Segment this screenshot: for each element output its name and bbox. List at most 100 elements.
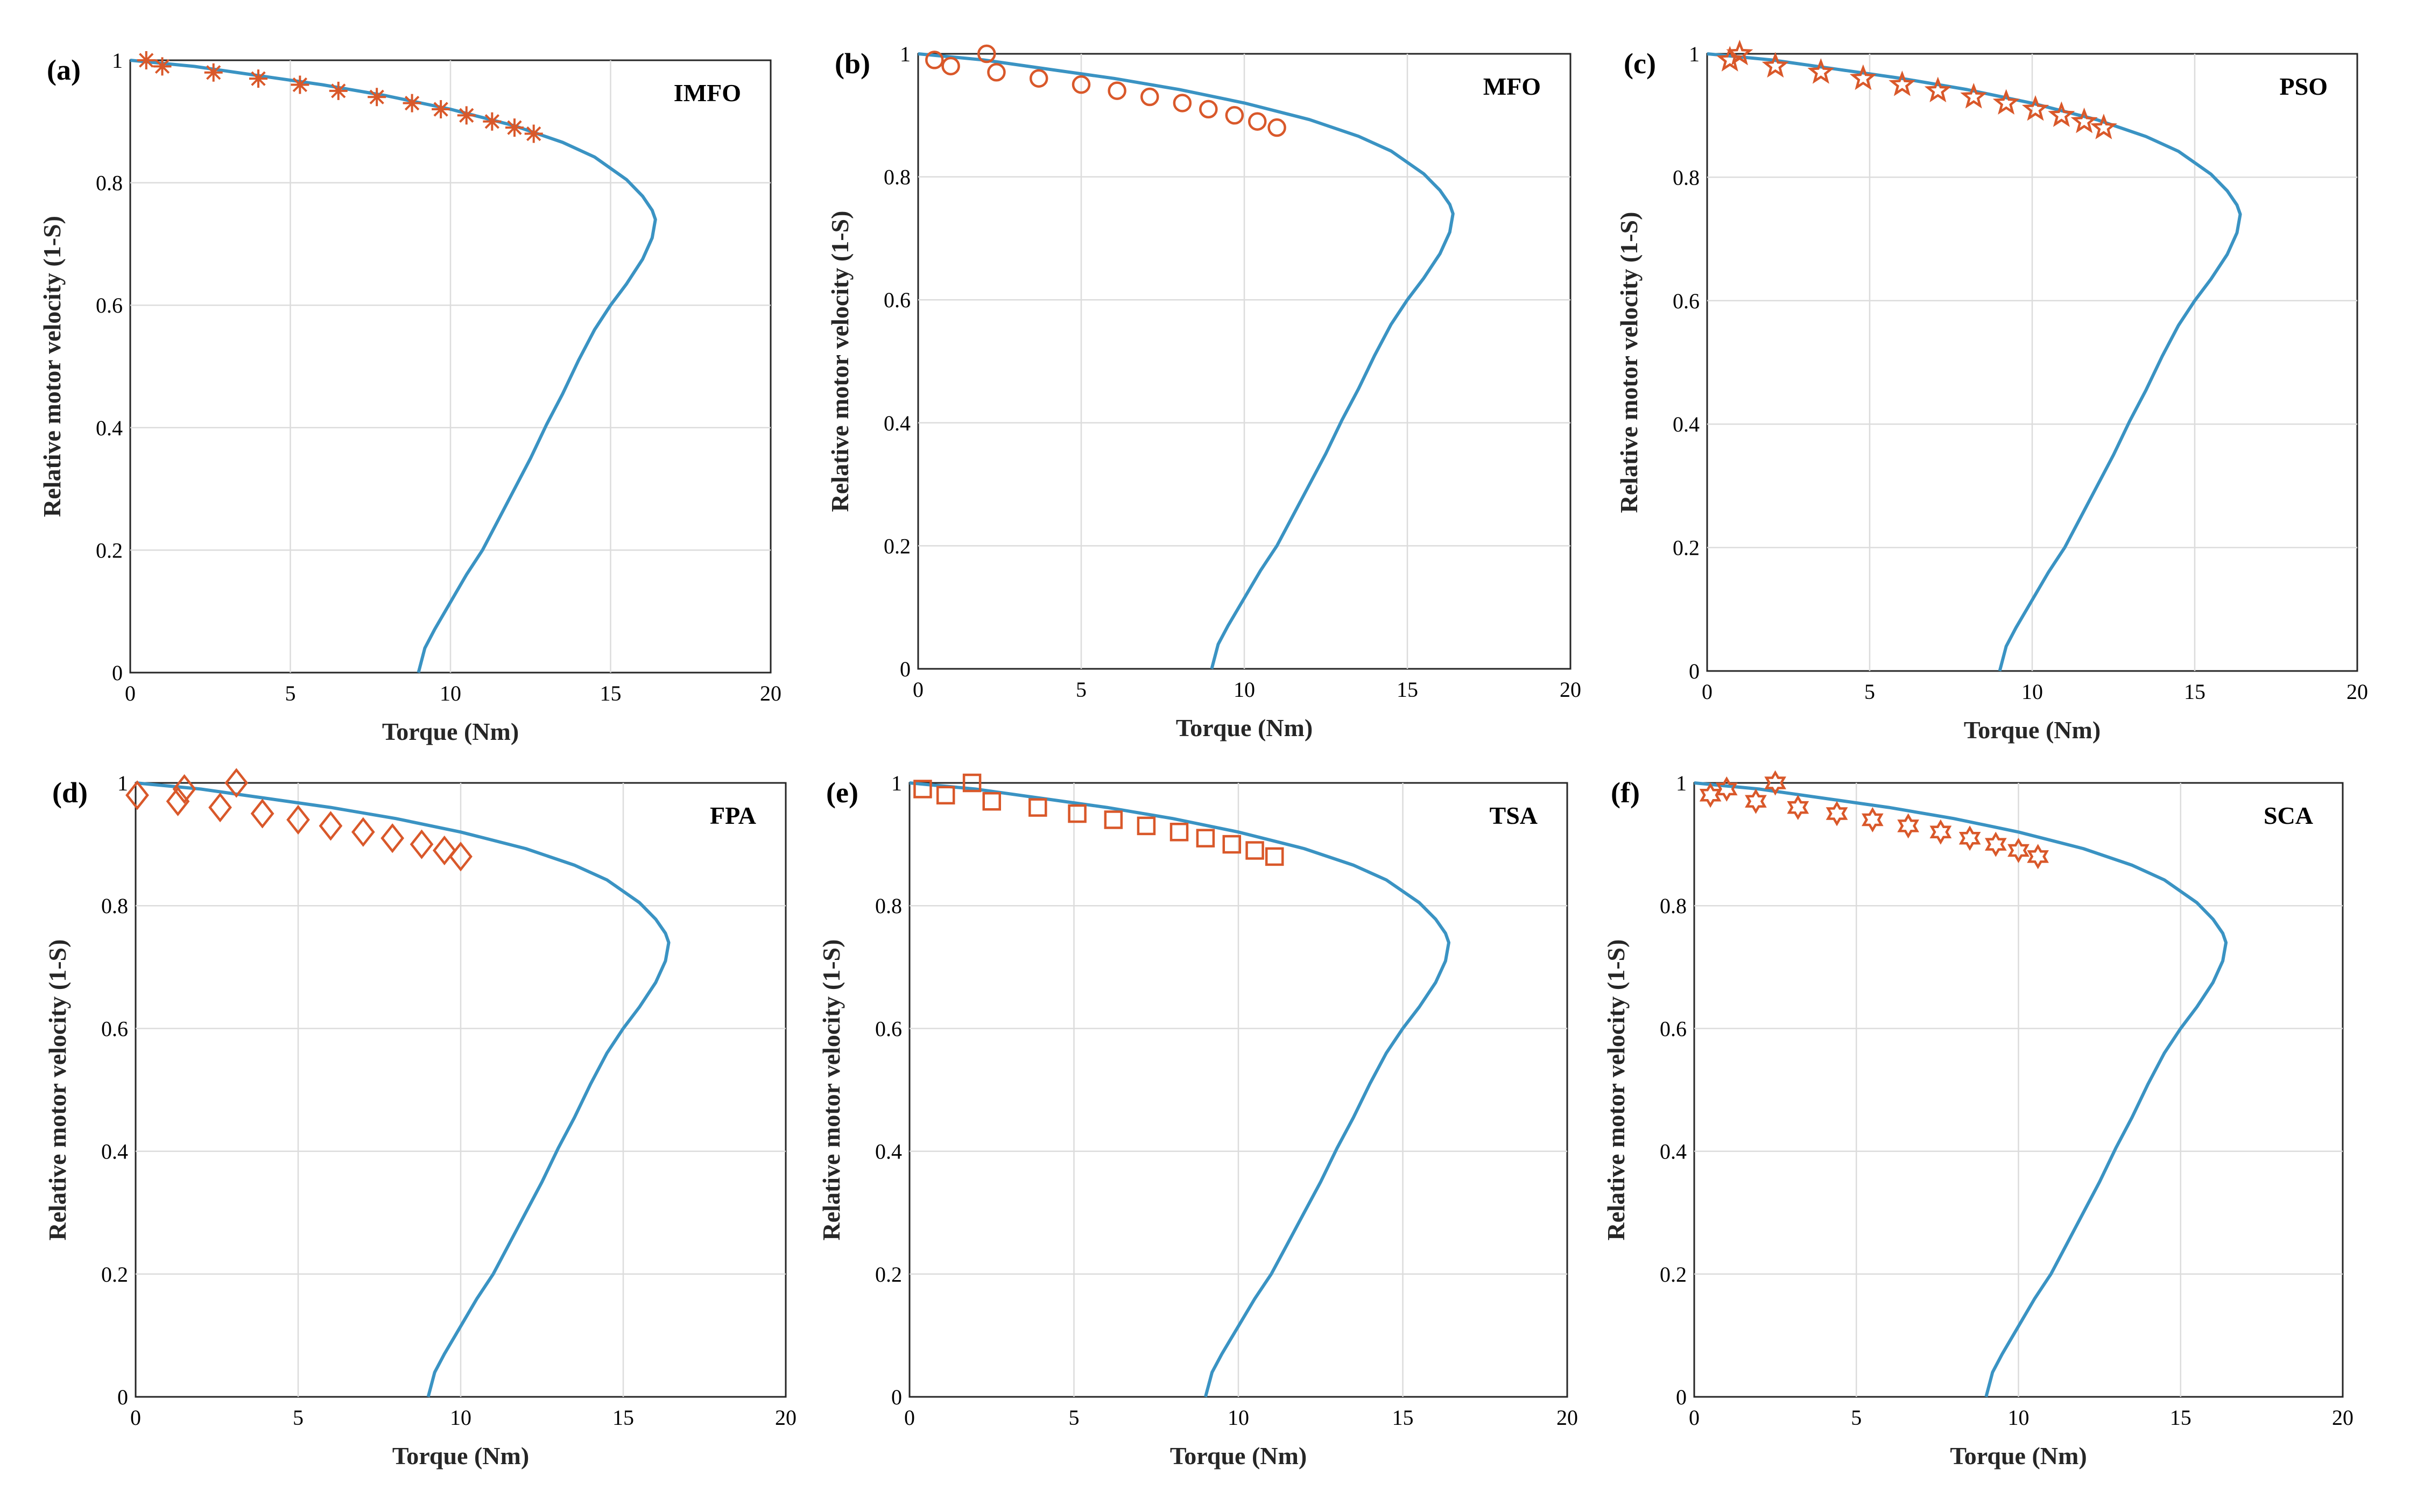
y-tick-label: 0.6	[884, 288, 911, 312]
x-tick-label: 0	[1702, 680, 1713, 704]
data-point-marker	[368, 88, 386, 107]
data-point-marker	[1716, 46, 1744, 72]
estimated-points	[125, 768, 473, 872]
x-tick-label: 20	[1556, 1405, 1578, 1430]
x-tick-label: 5	[285, 681, 296, 705]
x-tick-label: 15	[2170, 1405, 2191, 1430]
y-tick-label: 0.4	[884, 411, 911, 435]
panel-label: (b)	[835, 47, 870, 80]
data-point-marker	[1225, 106, 1244, 125]
y-tick-label: 0	[117, 1385, 128, 1409]
data-point-marker	[1897, 813, 1919, 839]
data-point-marker	[137, 51, 156, 69]
data-point-marker	[249, 69, 267, 88]
data-point-marker	[2007, 838, 2030, 863]
x-tick-label: 15	[612, 1405, 634, 1430]
x-tick-label: 5	[293, 1405, 304, 1430]
data-point-marker	[2021, 95, 2049, 121]
y-axis-label: Relative motor velocity (1-S)	[1615, 212, 1643, 513]
y-tick-label: 0	[1676, 1385, 1687, 1409]
data-point-marker	[913, 780, 932, 799]
x-axis-label: Torque (Nm)	[382, 718, 519, 745]
data-point-marker	[319, 811, 343, 841]
y-tick-label: 0.2	[1673, 536, 1700, 560]
x-axis-label: Torque (Nm)	[1176, 714, 1313, 741]
panel-title: SCA	[2264, 802, 2313, 829]
y-tick-label: 0	[1689, 659, 1700, 683]
data-point-marker	[2090, 114, 2117, 139]
model-curve-line	[135, 781, 671, 1397]
y-tick-label: 0.8	[875, 894, 902, 918]
y-tick-label: 0.6	[96, 293, 123, 317]
x-tick-label: 10	[1234, 677, 1255, 702]
data-point-marker	[204, 63, 223, 82]
x-tick-label: 5	[1864, 680, 1875, 704]
y-tick-label: 0	[891, 1385, 902, 1409]
data-point-marker	[329, 81, 348, 100]
y-axis-label: Relative motor velocity (1-S)	[44, 939, 71, 1241]
data-point-marker	[1199, 100, 1218, 119]
data-point-marker	[1761, 52, 1789, 78]
data-point-marker	[524, 124, 543, 143]
data-point-marker	[982, 792, 1001, 811]
data-point-marker	[250, 799, 274, 829]
chart-panel-mfo: 0 5 10 15 20 0 0.2 0.4 0.6 0.8 1 Torque (Nm) Relativ…	[826, 42, 1581, 741]
chart-panel-pso: 0 5 10 15 20 0 0.2 0.4 0.6 0.8 1 Torque (Nm) Relativ…	[1615, 39, 2368, 744]
data-point-marker	[153, 57, 172, 76]
x-tick-label: 20	[2332, 1405, 2353, 1430]
y-tick-label: 0.4	[101, 1140, 128, 1164]
y-tick-label: 1	[117, 771, 128, 795]
data-point-marker	[1745, 788, 1767, 814]
x-tick-label: 0	[904, 1405, 915, 1430]
model-curve-line	[1707, 52, 2242, 672]
data-point-marker	[1137, 816, 1156, 836]
x-tick-label: 20	[1560, 677, 1581, 702]
data-point-marker	[1173, 94, 1192, 112]
data-point-marker	[936, 786, 955, 805]
x-tick-label: 15	[600, 681, 622, 705]
data-point-marker	[291, 75, 309, 94]
chart-panel-sca: 0 5 10 15 20 0 0.2 0.4 0.6 0.8 1 Torque (Nm) Relativ…	[1602, 770, 2353, 1469]
x-tick-label: 10	[1228, 1405, 1249, 1430]
data-point-marker	[403, 94, 421, 112]
panel-title: MFO	[1483, 73, 1541, 100]
chart-panel-imfo: 0 5 10 15 20 0 0.2 0.4 0.6 0.8 1 Torque (Nm) Relativ…	[38, 48, 781, 745]
data-point-marker	[449, 842, 473, 872]
x-tick-label: 10	[2008, 1405, 2030, 1430]
y-tick-label: 1	[891, 771, 902, 795]
y-tick-label: 0.4	[875, 1140, 902, 1164]
y-tick-label: 0.4	[1660, 1140, 1687, 1164]
x-tick-label: 15	[1397, 677, 1418, 702]
data-point-marker	[1169, 823, 1189, 842]
data-point-marker	[208, 793, 232, 823]
x-tick-label: 0	[913, 677, 924, 702]
data-point-marker	[925, 51, 944, 69]
x-tick-label: 10	[440, 681, 461, 705]
x-axis-label: Torque (Nm)	[1964, 716, 2101, 744]
data-point-marker	[1245, 841, 1264, 860]
x-tick-label: 0	[130, 1405, 141, 1430]
panel-label: (e)	[826, 776, 858, 809]
data-point-marker	[351, 817, 375, 847]
y-tick-label: 0.4	[96, 416, 123, 440]
data-point-marker	[1826, 801, 1848, 826]
panel-label: (a)	[47, 54, 81, 86]
data-point-marker	[2070, 107, 2098, 133]
data-point-marker	[977, 44, 996, 63]
y-axis-label: Relative motor velocity (1-S)	[1602, 939, 1630, 1241]
data-point-marker	[1267, 118, 1286, 137]
chart-panel-fpa: 0 5 10 15 20 0 0.2 0.4 0.6 0.8 1 Torque (Nm) Relativ…	[44, 768, 797, 1469]
y-tick-label: 0.2	[875, 1262, 902, 1287]
model-curve-line	[918, 52, 1455, 669]
x-tick-label: 0	[125, 681, 136, 705]
y-tick-label: 1	[900, 42, 911, 66]
chart-panel-tsa: 0 5 10 15 20 0 0.2 0.4 0.6 0.8 1 Torque (Nm) Relativ…	[818, 771, 1578, 1469]
panel-title: PSO	[2280, 73, 2328, 100]
data-point-marker	[1787, 795, 1809, 821]
panel-label: (c)	[1624, 47, 1656, 80]
data-point-marker	[1764, 770, 1787, 796]
x-tick-label: 15	[1392, 1405, 1414, 1430]
data-point-marker	[2027, 844, 2049, 870]
x-axis-label: Torque (Nm)	[392, 1442, 529, 1469]
y-tick-label: 1	[112, 48, 123, 73]
